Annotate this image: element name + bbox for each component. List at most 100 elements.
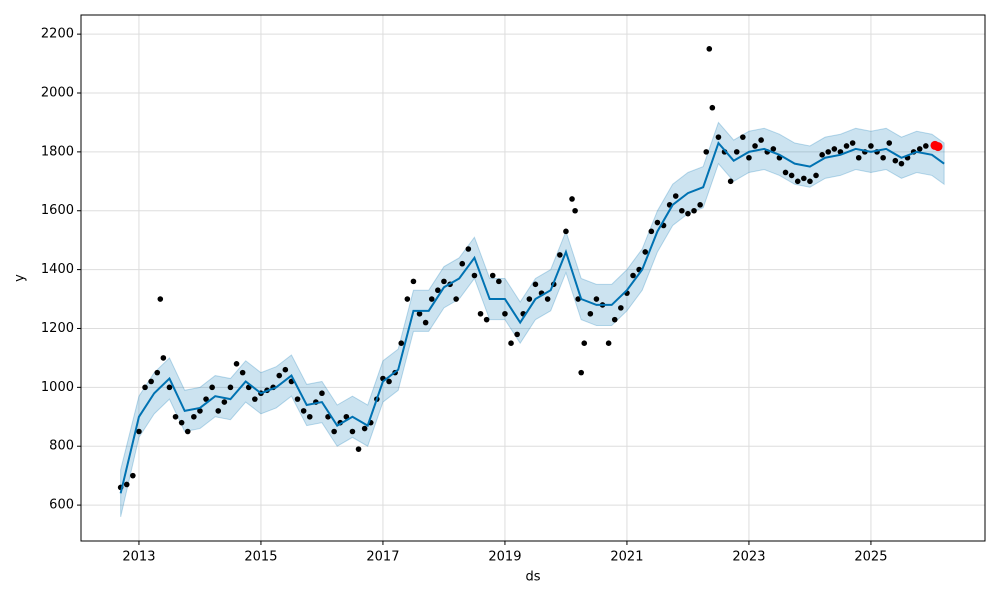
- observed-point: [807, 178, 813, 185]
- observed-point: [294, 396, 301, 402]
- observed-point: [471, 272, 478, 279]
- observed-point: [679, 207, 685, 214]
- observed-point: [123, 481, 130, 488]
- observed-point: [483, 316, 490, 323]
- observed-point: [782, 169, 789, 176]
- observed-point: [172, 413, 179, 420]
- observed-point: [221, 399, 228, 405]
- observed-point: [502, 310, 508, 317]
- highlight-point: [933, 142, 943, 152]
- observed-point: [489, 272, 496, 279]
- observed-point: [239, 369, 246, 376]
- observed-point: [184, 428, 191, 435]
- observed-point: [215, 408, 222, 414]
- observed-point: [453, 296, 459, 302]
- observed-point: [886, 140, 893, 146]
- observed-point: [831, 146, 838, 152]
- observed-point: [404, 296, 411, 302]
- observed-point: [642, 249, 649, 255]
- observed-point: [306, 413, 313, 420]
- observed-point: [593, 296, 600, 302]
- observed-point: [349, 428, 356, 435]
- observed-point: [578, 369, 584, 376]
- observed-point: [813, 172, 819, 179]
- observed-point: [575, 296, 581, 302]
- observed-point: [227, 384, 234, 391]
- observed-point: [892, 157, 899, 164]
- observed-point: [233, 361, 240, 367]
- observed-point: [422, 319, 429, 326]
- observed-point: [672, 193, 679, 199]
- plot-frame: [80, 14, 986, 542]
- observed-point: [148, 378, 154, 385]
- observed-point: [319, 390, 325, 397]
- y-tick-label: 1800: [41, 144, 74, 159]
- observed-point: [428, 296, 435, 302]
- observed-point: [691, 207, 697, 214]
- observed-point: [746, 154, 752, 161]
- observed-point: [581, 340, 588, 346]
- observed-point: [508, 340, 514, 346]
- observed-point: [855, 154, 862, 161]
- y-tick-label: 600: [49, 498, 74, 513]
- observed-point: [557, 252, 563, 258]
- y-tick-label: 1600: [41, 203, 74, 218]
- observed-point: [843, 143, 850, 149]
- observed-point: [849, 140, 856, 146]
- observed-point: [752, 143, 758, 149]
- x-tick-label: 2015: [244, 550, 277, 565]
- observed-point: [355, 446, 362, 452]
- x-tick-label: 2025: [854, 550, 887, 565]
- y-tick-label: 800: [49, 439, 74, 454]
- observed-point: [282, 366, 289, 373]
- observed-point: [794, 178, 801, 185]
- observed-point: [465, 246, 472, 252]
- observed-point: [441, 278, 447, 285]
- observed-point: [587, 310, 594, 317]
- observed-point: [544, 296, 551, 302]
- observed-point: [459, 260, 466, 267]
- observed-point: [569, 196, 575, 202]
- observed-point: [160, 355, 167, 361]
- observed-point: [532, 281, 539, 288]
- observed-point: [572, 207, 578, 214]
- observed-point: [416, 310, 423, 317]
- observed-point: [496, 278, 502, 285]
- forecast-line: [119, 141, 945, 494]
- observed-point: [563, 228, 569, 235]
- observed-point: [331, 428, 337, 435]
- observed-point: [697, 202, 703, 208]
- observed-point: [819, 152, 825, 158]
- uncertainty-band: [120, 121, 945, 517]
- observed-point: [276, 372, 283, 379]
- observed-point: [435, 287, 441, 294]
- observed-point: [514, 331, 520, 338]
- observed-point: [361, 425, 368, 432]
- y-tick-label: 2200: [41, 27, 74, 42]
- observed-point: [715, 134, 722, 140]
- observed-point: [343, 413, 350, 420]
- observed-point: [197, 408, 203, 414]
- observed-point: [706, 46, 713, 52]
- observed-point: [801, 175, 807, 182]
- observed-point: [252, 396, 258, 402]
- observed-point: [880, 154, 886, 161]
- observed-point: [898, 160, 905, 167]
- observed-point: [630, 272, 636, 279]
- observed-point: [605, 340, 612, 346]
- y-axis-label: y: [13, 274, 28, 282]
- observed-point: [611, 316, 618, 323]
- y-tick-label: 2000: [41, 86, 74, 101]
- observed-point: [703, 149, 710, 155]
- observed-point: [191, 413, 197, 420]
- observed-point: [130, 472, 136, 479]
- x-tick-label: 2021: [610, 550, 643, 565]
- observed-point: [178, 419, 185, 426]
- observed-point: [709, 104, 716, 111]
- observed-point: [733, 149, 740, 155]
- observed-point: [770, 146, 777, 152]
- y-tick-label: 1400: [41, 262, 74, 277]
- observed-point: [923, 143, 929, 149]
- observed-point: [916, 146, 923, 152]
